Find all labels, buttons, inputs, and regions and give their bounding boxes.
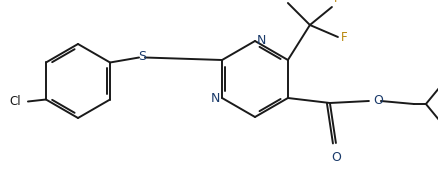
Text: S: S (138, 50, 146, 63)
Text: F: F (334, 0, 340, 5)
Text: O: O (331, 151, 341, 164)
Text: O: O (373, 94, 383, 107)
Text: F: F (341, 30, 347, 43)
Text: N: N (257, 34, 266, 47)
Text: F: F (283, 0, 289, 1)
Text: Cl: Cl (9, 95, 21, 108)
Text: N: N (211, 93, 220, 106)
